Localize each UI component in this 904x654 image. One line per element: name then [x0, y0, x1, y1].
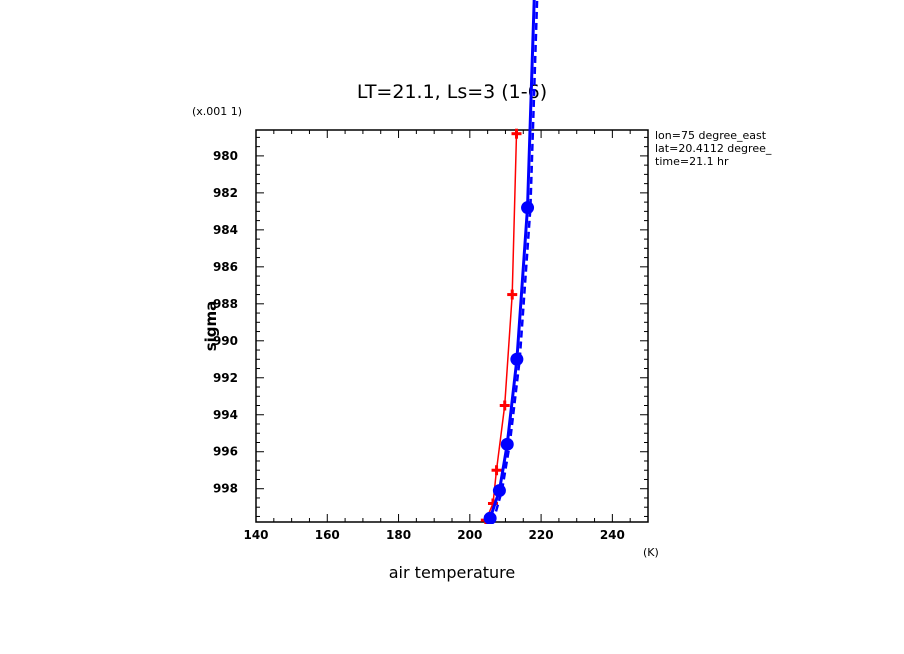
series-3 — [491, 0, 539, 523]
data-point — [507, 289, 518, 300]
x-axis-label: air temperature — [389, 563, 515, 582]
data-point — [499, 400, 510, 411]
y-scale-label: (x.001 1) — [192, 105, 242, 118]
series-line — [491, 0, 539, 523]
plot-frame — [255, 129, 649, 523]
x-tick-label: 180 — [386, 528, 411, 542]
x-unit-label: (K) — [643, 546, 659, 559]
data-point — [521, 201, 535, 215]
series-line — [485, 133, 518, 521]
data-point — [491, 465, 502, 476]
y-tick-label: 998 — [213, 482, 238, 496]
annotation-lon: lon=75 degree_east — [655, 129, 767, 142]
y-axis-label: sigma — [202, 301, 220, 352]
data-point — [511, 128, 522, 139]
y-tick-label: 992 — [213, 371, 238, 385]
annotation-time: time=21.1 hr — [655, 155, 729, 168]
series-2 — [483, 0, 536, 524]
annotation-lat: lat=20.4112 degree_ — [655, 142, 772, 155]
chart-title: LT=21.1, Ls=3 (1-6) — [357, 81, 547, 103]
y-tick-label: 982 — [213, 186, 238, 200]
x-tick-label: 220 — [529, 528, 554, 542]
x-tick-label: 160 — [315, 528, 340, 542]
y-tick-label: 980 — [213, 149, 238, 163]
y-tick-label: 986 — [213, 260, 238, 274]
y-tick-label: 994 — [213, 408, 238, 422]
data-point — [500, 437, 514, 451]
y-tick-label: 988 — [213, 297, 238, 311]
series-line — [488, 0, 536, 519]
x-tick-label: 200 — [457, 528, 482, 542]
y-tick-label: 996 — [213, 445, 238, 459]
x-tick-label: 240 — [600, 528, 625, 542]
y-tick-label: 984 — [213, 223, 238, 237]
series-1 — [480, 128, 522, 524]
x-tick-label: 140 — [243, 528, 268, 542]
plot-area: 140 160 180 200 220 240 980 982 984 986 988 990 992 9… — [213, 0, 649, 542]
y-tick-label: 990 — [213, 334, 238, 348]
data-point — [510, 352, 524, 366]
